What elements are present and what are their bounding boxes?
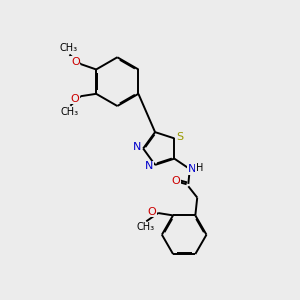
- Text: O: O: [70, 94, 79, 103]
- Text: O: O: [148, 206, 157, 217]
- Text: CH₃: CH₃: [136, 222, 155, 232]
- Text: CH₃: CH₃: [60, 107, 79, 117]
- Text: H: H: [196, 163, 203, 172]
- Text: O: O: [71, 57, 80, 67]
- Text: S: S: [176, 132, 183, 142]
- Text: N: N: [188, 164, 196, 174]
- Text: O: O: [172, 176, 180, 186]
- Text: N: N: [145, 161, 154, 171]
- Text: N: N: [133, 142, 142, 152]
- Text: CH₃: CH₃: [59, 43, 78, 53]
